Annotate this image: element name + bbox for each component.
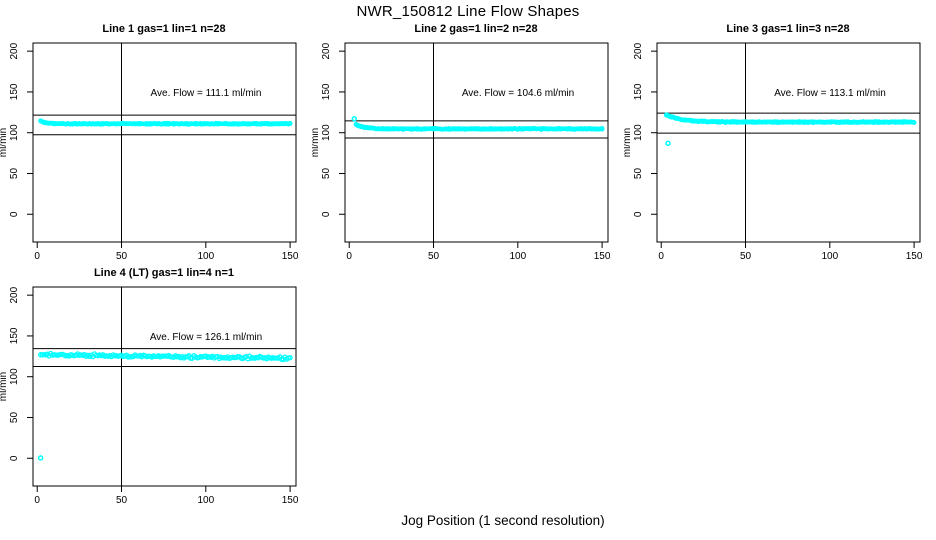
x-tick-label: 100 <box>197 495 214 506</box>
y-tick-label: 50 <box>321 168 332 180</box>
y-tick-label: 50 <box>9 168 20 180</box>
data-point <box>287 120 293 126</box>
ave-flow-annotation: Ave. Flow = 113.1 ml/min <box>774 88 886 99</box>
x-axis-label: Jog Position (1 second resolution) <box>401 513 605 528</box>
y-tick-label: 100 <box>9 124 20 141</box>
data-point <box>287 354 293 361</box>
x-tick-label: 50 <box>116 495 128 506</box>
x-tick-label: 100 <box>197 251 214 262</box>
y-tick-label: 150 <box>9 327 20 344</box>
y-tick-label: 50 <box>9 412 20 424</box>
data-points <box>664 112 917 147</box>
plot-box <box>32 286 297 487</box>
y-tick-label: 150 <box>633 83 644 100</box>
data-points <box>37 350 293 461</box>
plot-box <box>344 42 609 243</box>
y-tick-label: 0 <box>321 211 332 217</box>
x-tick-label: 0 <box>658 251 664 262</box>
plot-box <box>32 42 297 243</box>
y-tick-label: 50 <box>633 168 644 180</box>
panel-line-3: Line 3 gas=1 lin=3 n=28 0 50 100 150 0 50 100 1… <box>624 18 936 268</box>
y-tick-label: 0 <box>9 211 20 217</box>
x-tick-label: 0 <box>34 251 40 262</box>
chart-area: 0 50 100 150 0 50 100 150 200 ml/min <box>0 42 299 262</box>
plot-box <box>656 42 921 243</box>
ave-flow-annotation: Ave. Flow = 111.1 ml/min <box>151 88 262 99</box>
x-tick-label: 150 <box>282 251 299 262</box>
outlier-point <box>37 455 44 461</box>
chart-area: 0 50 100 150 0 50 100 150 200 ml/min <box>624 42 923 262</box>
figure-title: NWR_150812 Line Flow Shapes <box>356 3 580 20</box>
y-tick-label: 0 <box>633 211 644 217</box>
y-axis-title: ml/min <box>0 372 9 401</box>
panel-title: Line 3 gas=1 lin=3 n=28 <box>726 23 849 35</box>
y-tick-label: 150 <box>321 83 332 100</box>
y-axis-title: ml/min <box>624 128 633 157</box>
panel-line-2-plot: Line 2 gas=1 lin=2 n=28 0 50 100 150 0 50 100 1… <box>312 23 611 262</box>
panel-title: Line 2 gas=1 lin=2 n=28 <box>414 23 537 35</box>
panel-line-4-plot: Line 4 (LT) gas=1 lin=4 n=1 0 50 100 150 0 50… <box>0 267 299 506</box>
panel-line-1-plot: Line 1 gas=1 lin=1 n=28 0 50 100 150 0 50 100 1… <box>0 23 299 262</box>
panel-title: Line 4 (LT) gas=1 lin=4 n=1 <box>94 267 234 279</box>
data-point <box>911 120 917 125</box>
x-tick-label: 0 <box>346 251 352 262</box>
outlier-point <box>351 116 358 122</box>
panel-line-1: Line 1 gas=1 lin=1 n=28 0 50 100 150 0 50 100 1… <box>0 18 312 268</box>
data-point <box>599 127 605 132</box>
y-axis-title: ml/min <box>312 128 321 157</box>
outlier-point <box>665 140 671 147</box>
chart-area: 0 50 100 150 0 50 100 150 200 ml/min <box>0 286 299 506</box>
ave-flow-annotation: Ave. Flow = 104.6 ml/min <box>462 88 574 99</box>
y-tick-label: 200 <box>9 286 20 303</box>
y-tick-label: 100 <box>9 368 20 385</box>
x-tick-label: 150 <box>282 495 299 506</box>
panel-title: Line 1 gas=1 lin=1 n=28 <box>102 23 225 35</box>
x-tick-label: 150 <box>906 251 923 262</box>
y-tick-label: 150 <box>9 83 20 100</box>
x-tick-label: 50 <box>740 251 752 262</box>
x-tick-label: 100 <box>509 251 526 262</box>
y-tick-label: 100 <box>321 124 332 141</box>
y-tick-label: 200 <box>9 42 20 59</box>
y-axis-title: ml/min <box>0 128 9 157</box>
y-tick-label: 200 <box>321 42 332 59</box>
y-tick-label: 100 <box>633 124 644 141</box>
x-tick-label: 50 <box>428 251 440 262</box>
ave-flow-annotation: Ave. Flow = 126.1 ml/min <box>150 332 262 343</box>
x-tick-label: 150 <box>594 251 611 262</box>
x-tick-label: 50 <box>116 251 128 262</box>
y-tick-label: 200 <box>633 42 644 59</box>
x-tick-label: 100 <box>821 251 838 262</box>
data-points <box>38 118 293 127</box>
x-tick-label: 0 <box>34 495 40 506</box>
panel-line-3-plot: Line 3 gas=1 lin=3 n=28 0 50 100 150 0 50 100 1… <box>624 23 923 262</box>
y-tick-label: 0 <box>9 455 20 461</box>
panel-line-2: Line 2 gas=1 lin=2 n=28 0 50 100 150 0 50 100 1… <box>312 18 624 268</box>
data-points <box>351 116 605 132</box>
panel-line-4: Line 4 (LT) gas=1 lin=4 n=1 0 50 100 150 0 50… <box>0 262 312 512</box>
chart-area: 0 50 100 150 0 50 100 150 200 ml/min <box>312 42 611 262</box>
